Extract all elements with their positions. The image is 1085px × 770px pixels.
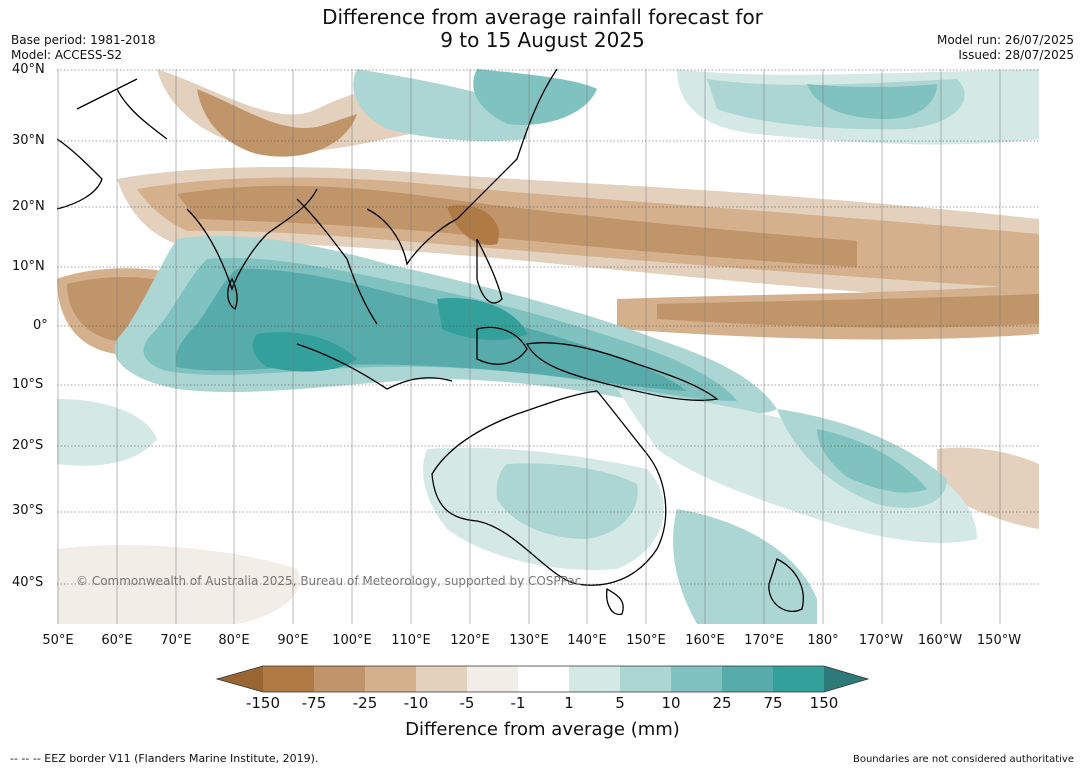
colorbar-tick-2: -25 [352, 694, 378, 712]
graticule [57, 69, 1039, 585]
lat-label-30n: 30°N [12, 133, 45, 148]
meridians [57, 69, 1001, 624]
colorbar-swatch-8 [620, 666, 671, 692]
coastlines [57, 69, 804, 616]
lon-label-160e: 160°E [685, 633, 725, 648]
rainfall-anomaly-map: © Commonwealth of Australia 2025, Bureau… [57, 69, 1039, 624]
colorbar-tick-6: 1 [564, 694, 574, 712]
boundaries-disclaimer: Boundaries are not considered authoritat… [852, 754, 1074, 765]
lon-label-160w: 160°W [917, 633, 963, 648]
colorbar-swatch-11 [773, 666, 824, 692]
model-run-text: Model run: 26/07/2025 [936, 33, 1074, 47]
map-title-line2: 9 to 15 August 2025 [440, 28, 645, 52]
copyright-text: © Commonwealth of Australia 2025, Bureau… [76, 574, 582, 588]
lon-label-150e: 150°E [626, 633, 666, 648]
colorbar-swatch-2 [314, 666, 365, 692]
lat-label-20n: 20°N [12, 199, 45, 214]
lon-label-140e: 140°E [567, 633, 607, 648]
colorbar-swatch-9 [671, 666, 722, 692]
lon-label-80e: 80°E [218, 633, 250, 648]
colorbar-swatch-3 [365, 666, 416, 692]
colorbar-tick-1: -75 [301, 694, 327, 712]
colorbar-tick-5: -1 [510, 694, 526, 712]
colorbar-swatch-10 [722, 666, 773, 692]
colorbar-swatch-7 [569, 666, 620, 692]
base-period-text: Base period: 1981-2018 [11, 33, 156, 47]
eez-border-note: -- -- -- EEZ border V11 (Flanders Marine… [10, 752, 319, 765]
colorbar-tick-9: 25 [712, 694, 732, 712]
colorbar-tick-10: 75 [763, 694, 783, 712]
lon-label-110e: 110°E [391, 633, 431, 648]
lon-label-90e: 90°E [277, 633, 309, 648]
colorbar-tick-7: 5 [615, 694, 625, 712]
lon-label-50e: 50°E [42, 633, 74, 648]
lat-label-40s: 40°S [12, 575, 44, 590]
colorbar-tick-3: -10 [403, 694, 429, 712]
model-text: Model: ACCESS-S2 [11, 48, 123, 62]
colorbar-tick-0: -150 [245, 694, 281, 712]
lon-label-70e: 70°E [160, 633, 192, 648]
lon-label-100e: 100°E [332, 633, 372, 648]
colorbar-tick-4: -5 [459, 694, 475, 712]
colorbar-low-triangle [217, 666, 263, 692]
map-title-line1: Difference from average rainfall forecas… [322, 5, 763, 29]
wet-anomaly-regions [57, 69, 1039, 624]
lon-label-120e: 120°E [450, 633, 490, 648]
colorbar-swatch-5 [467, 666, 518, 692]
lat-label-10n: 10°N [12, 259, 45, 274]
colorbar-swatch-6 [518, 666, 569, 692]
lat-label-10s: 10°S [12, 377, 44, 392]
colorbar-swatch-1 [263, 666, 314, 692]
lon-label-150w: 150°W [976, 633, 1022, 648]
lat-label-0: 0° [33, 318, 48, 333]
lat-label-20s: 20°S [12, 438, 44, 453]
colorbar-title: Difference from average (mm) [405, 719, 680, 740]
lon-label-130e: 130°E [509, 633, 549, 648]
lon-label-60e: 60°E [101, 633, 133, 648]
map-canvas [57, 69, 1039, 624]
lat-label-30s: 30°S [12, 503, 44, 518]
lon-label-180: 180° [807, 633, 839, 648]
colorbar-tick-8: 10 [661, 694, 681, 712]
issued-text: Issued: 28/07/2025 [958, 48, 1074, 62]
colorbar-tick-11: 150 [809, 694, 839, 712]
colorbar-high-triangle [824, 666, 868, 692]
colorbar-swatch-4 [416, 666, 467, 692]
lon-label-170e: 170°E [744, 633, 784, 648]
lat-label-40n: 40°N [12, 62, 45, 77]
lon-label-170w: 170°W [858, 633, 904, 648]
colorbar [215, 665, 870, 693]
